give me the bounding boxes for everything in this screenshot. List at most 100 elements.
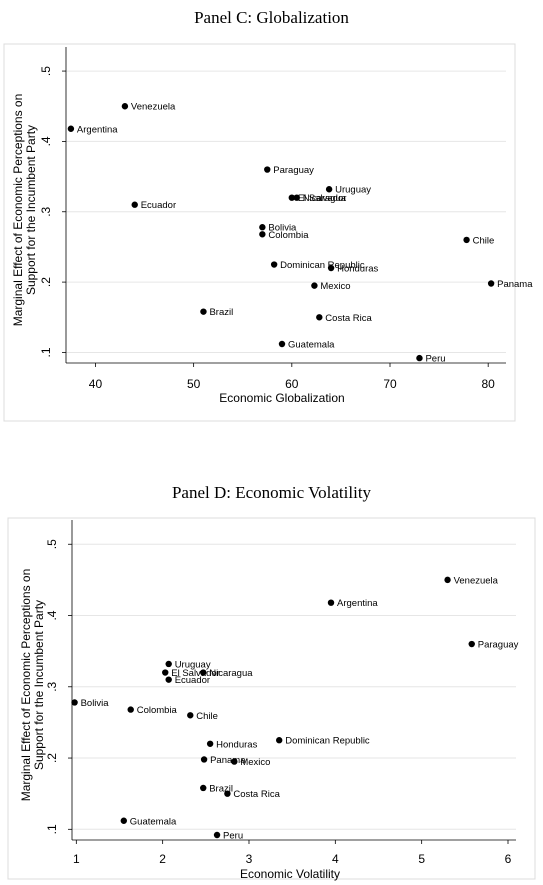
panel-d-label-paraguay: Paraguay [478, 640, 519, 651]
panel-c-point-argentina [67, 125, 75, 132]
panel-c-xtick-label: 70 [383, 377, 397, 391]
panel-d-point-brazil [200, 784, 207, 792]
panel-c-point-ecuador [131, 201, 138, 208]
panel-c-label-guatemala: Guatemala [288, 340, 335, 351]
panel-d-label-brazil: Brazil [209, 783, 233, 794]
panel-d-label-uruguay: Uruguay [175, 659, 211, 670]
panel-c-point-guatemala [278, 340, 286, 348]
panel-d-label-honduras: Honduras [216, 739, 257, 750]
panel-d-xlabel: Economic Volatility [240, 867, 340, 881]
panel-d-label-venezuela: Venezuela [454, 575, 499, 586]
panel-d-label-nicaragua: Nicaragua [209, 668, 253, 679]
panel-d-ytick-label: .1 [45, 824, 59, 834]
panel-d-xtick-label: 6 [505, 852, 512, 866]
panel-d-label-ecuador: Ecuador [175, 675, 210, 686]
panel-c-label-brazil: Brazil [209, 307, 233, 318]
panel-d-point-dominican-republic [276, 737, 283, 744]
panel-c-ytick-label: .3 [39, 206, 53, 216]
panel-d-point-honduras [206, 740, 214, 747]
panel-c-label-honduras: Honduras [337, 264, 378, 275]
panel-d-label-costa-rica: Costa Rica [233, 789, 280, 800]
panel-d-xtick-label: 1 [73, 852, 80, 866]
panel-c-label-argentina: Argentina [77, 124, 118, 135]
panel-c-label-peru: Peru [425, 354, 445, 365]
panel-d-point-guatemala [120, 817, 128, 824]
panel-d-label-guatemala: Guatemala [130, 816, 177, 827]
panel-c-title: Panel C: Globalization [194, 8, 349, 27]
panel-c-point-uruguay [325, 186, 333, 193]
panel-c-xlabel: Economic Globalization [219, 391, 344, 405]
panel-d-label-dominican-republic: Dominican Republic [285, 736, 370, 747]
panel-c-ytick-label: .2 [39, 277, 53, 287]
panel-c-label-dominican-republic: Dominican Republic [280, 260, 365, 271]
panel-d-point-mexico [231, 758, 238, 765]
panel-c-label-colombia: Colombia [268, 230, 309, 241]
panel-d-xtick-label: 5 [418, 852, 425, 866]
panel-d-label-chile: Chile [196, 711, 218, 722]
panel-d-label-peru: Peru [223, 831, 243, 842]
panel-d-point-paraguay [468, 640, 475, 648]
panel-c-xtick-label: 50 [187, 377, 201, 391]
panel-c-point-costa-rica [316, 314, 323, 321]
panel-c-label-el-salvador: El Salvador [298, 193, 347, 204]
panel-d-ytick-label: .5 [45, 539, 59, 549]
panel-c-point-venezuela [121, 103, 129, 110]
panel-c-label-ecuador: Ecuador [141, 200, 176, 211]
panel-d-xtick-label: 3 [246, 852, 253, 866]
panel-c-point-el-salvador [288, 194, 296, 201]
panel-c-label-nicaragua: Nicaragua [303, 193, 347, 204]
panel-c-frame [3, 43, 516, 422]
panel-c-ytick-label: .1 [39, 347, 53, 357]
panel-c-point-colombia [259, 231, 266, 238]
panel-d-xtick-label: 4 [332, 852, 339, 866]
panel-c-label-mexico: Mexico [320, 281, 350, 292]
panel-d-xtick-label: 2 [159, 852, 166, 866]
panel-d-point-colombia [127, 706, 134, 713]
panel-d-point-venezuela [444, 576, 451, 584]
panel-c-point-dominican-republic [270, 261, 278, 268]
panel-c-label-costa-rica: Costa Rica [325, 313, 372, 324]
panel-c-point-chile [463, 236, 470, 244]
panel-c-ytick-label: .4 [39, 136, 53, 146]
panel-d-point-costa-rica [224, 790, 231, 797]
panel-d-label-colombia: Colombia [137, 705, 178, 716]
panel-d-point-el-salvador [162, 669, 169, 676]
panel-c-label-bolivia: Bolivia [268, 223, 297, 234]
panel-d-ytick-label: .4 [45, 610, 59, 620]
panel-c-ytick-label: .5 [39, 66, 53, 76]
panel-d-point-uruguay [165, 660, 172, 668]
panel-c-label-paraguay: Paraguay [273, 165, 314, 176]
panel-d-label-el-salvador: El Salvador [171, 668, 220, 679]
panel-c-point-paraguay [264, 166, 271, 173]
panel-c-point-bolivia [259, 224, 266, 231]
panel-c-label-venezuela: Venezuela [131, 102, 176, 113]
panel-d-ylabel: Marginal Effect of Economic Perceptions … [19, 569, 46, 802]
panel-d-point-nicaragua [200, 669, 207, 676]
panel-c-xtick-label: 60 [285, 377, 299, 391]
panel-c-point-peru [416, 354, 423, 362]
panel-d-point-panama [200, 756, 208, 763]
panel-d-point-peru [213, 831, 221, 839]
panel-c-point-panama [487, 280, 495, 287]
panel-c-point-nicaragua [293, 194, 300, 201]
panel-c-xtick-label: 80 [482, 377, 496, 391]
panel-c-ylabel: Marginal Effect of Economic Perceptions … [11, 94, 38, 327]
panel-d-ytick-label: .3 [45, 681, 59, 691]
panel-d-label-argentina: Argentina [337, 598, 378, 609]
panel-c-point-mexico [311, 282, 318, 289]
panel-c-label-uruguay: Uruguay [335, 185, 371, 196]
panel-d-title: Panel D: Economic Volatility [171, 483, 372, 502]
panel-d-point-ecuador [165, 676, 172, 683]
panel-d-point-argentina [327, 599, 335, 606]
panel-d-point-bolivia [71, 699, 78, 706]
panel-c-point-brazil [200, 308, 207, 315]
panel-c-label-chile: Chile [473, 235, 495, 246]
panel-d-point-chile [187, 712, 194, 719]
panel-c-xtick-label: 40 [89, 377, 103, 391]
panel-c-label-panama: Panama [497, 279, 533, 290]
panel-d-label-mexico: Mexico [240, 757, 270, 768]
panel-d-label-bolivia: Bolivia [81, 698, 110, 709]
panel-d-label-panama: Panama [210, 755, 246, 766]
